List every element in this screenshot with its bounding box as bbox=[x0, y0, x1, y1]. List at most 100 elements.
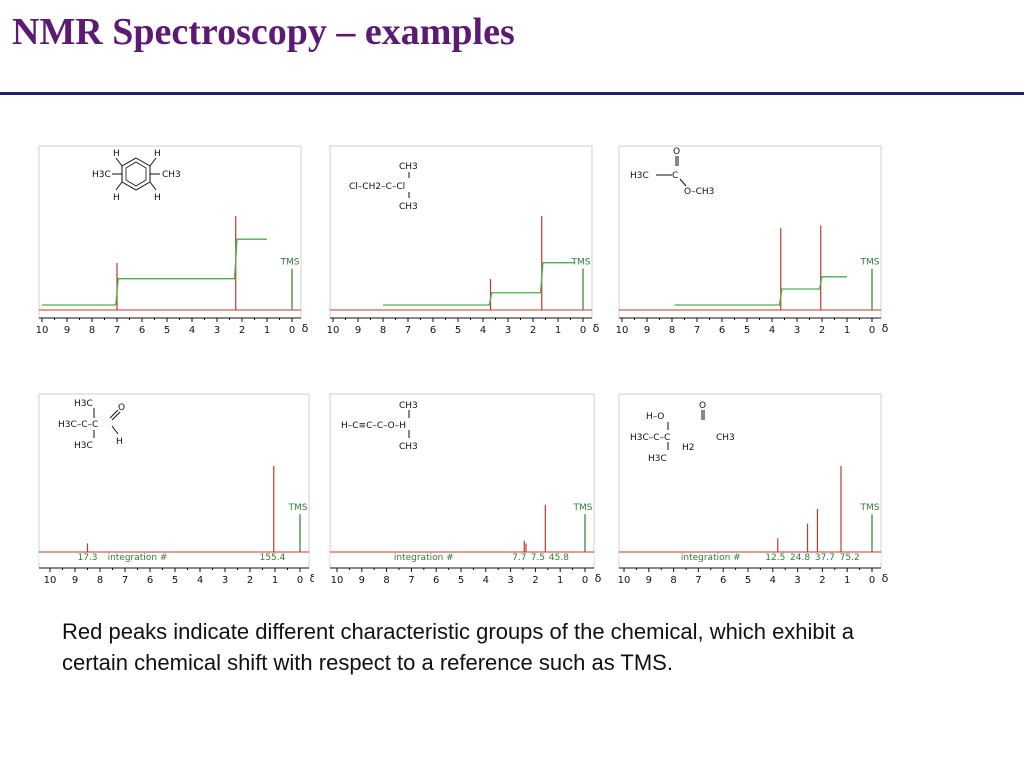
spectrum-panel-6: H–O O H3C–C–C CH3 H2 H3C 10 9 8 7 6 5 4 3 2 1 0 δ TM… bbox=[616, 388, 894, 593]
tms-label: TMS bbox=[573, 503, 593, 513]
integration-value: 155.4 bbox=[260, 553, 286, 563]
molecule-structure: H3C O H3C–C–C H3C H bbox=[58, 399, 125, 451]
x-tick-label: 2 bbox=[530, 325, 536, 336]
x-tick-label: 3 bbox=[794, 575, 800, 586]
mol-label: H2 bbox=[682, 443, 695, 453]
x-tick-label: 7 bbox=[408, 575, 414, 586]
mol-label: O bbox=[673, 147, 680, 157]
x-tick-label: 1 bbox=[844, 575, 850, 586]
x-tick-label: 1 bbox=[557, 575, 563, 586]
x-tick-label: 4 bbox=[483, 575, 489, 586]
x-tick-label: 0 bbox=[297, 575, 303, 586]
tms-label: TMS bbox=[288, 503, 308, 513]
x-tick-label: 0 bbox=[582, 575, 588, 586]
nmr-spectrum-6: H–O O H3C–C–C CH3 H2 H3C 10 9 8 7 6 5 4 3 2 1 0 δTM… bbox=[618, 393, 889, 586]
integration-value: 75.2 bbox=[840, 553, 860, 563]
mol-label: H bbox=[113, 149, 120, 159]
x-tick-label: 2 bbox=[819, 325, 825, 336]
x-tick-label: 8 bbox=[383, 575, 389, 586]
x-tick-label: 0 bbox=[289, 325, 295, 336]
x-tick-label: 10 bbox=[36, 325, 48, 336]
x-tick-label: 0 bbox=[580, 325, 586, 336]
x-tick-label: 8 bbox=[89, 325, 95, 336]
x-tick-label: 7 bbox=[122, 575, 128, 586]
title-divider bbox=[0, 92, 1024, 95]
x-tick-label: 9 bbox=[64, 325, 70, 336]
integration-value: 37.7 bbox=[815, 553, 835, 563]
nmr-spectrum-5: CH3 H–C≡C–C–O–H CH3 10 9 8 7 6 5 4 3 2 1 0 δTMSinte… bbox=[329, 393, 602, 586]
mol-label: H3C bbox=[74, 441, 93, 451]
tms-label: TMS bbox=[280, 258, 300, 268]
x-tick-label: 3 bbox=[214, 325, 220, 336]
integration-label: integration # bbox=[681, 553, 741, 563]
mol-label: Cl–CH2–C–Cl bbox=[349, 182, 405, 192]
mol-label: H3C–C–C bbox=[630, 433, 670, 443]
molecule-structure: CH3 Cl–CH2–C–Cl CH3 bbox=[349, 162, 418, 212]
molecule-structure: CH3 H–C≡C–C–O–H CH3 bbox=[341, 401, 418, 452]
spectrum-panel-1: H H H3C CH3 H H 10 9 8 7 6 5 4 3 2 1 0 δ TMS bbox=[36, 138, 314, 348]
integration-value: 7.5 bbox=[531, 553, 545, 563]
spectrum-panel-3: O H3C C O–CH3 10 9 8 7 6 5 4 3 2 1 0 δ TMS bbox=[616, 138, 894, 348]
molecule-structure: H H H3C CH3 H H bbox=[92, 149, 181, 203]
delta-symbol: δ bbox=[593, 322, 600, 335]
nmr-spectrum-4: H3C O H3C–C–C H3C H 10 9 8 7 6 5 4 3 2 1 0 δTMSinte… bbox=[38, 393, 317, 586]
x-tick-label: 1 bbox=[264, 325, 270, 336]
x-tick-label: 9 bbox=[72, 575, 78, 586]
mol-label: CH3 bbox=[162, 170, 181, 180]
x-tick-label: 10 bbox=[616, 325, 628, 336]
x-tick-label: 10 bbox=[331, 575, 344, 586]
x-tick-label: 1 bbox=[272, 575, 278, 586]
x-tick-label: 1 bbox=[555, 325, 561, 336]
x-tick-label: 3 bbox=[222, 575, 228, 586]
tms-label: TMS bbox=[571, 258, 591, 268]
x-tick-label: 9 bbox=[646, 575, 652, 586]
spectrum-panel-4: H3C O H3C–C–C H3C H 10 9 8 7 6 5 4 3 2 1 0 δ TMS inte… bbox=[36, 388, 317, 593]
spectrum-panel-2: CH3 Cl–CH2–C–Cl CH3 10 9 8 7 6 5 4 3 2 1 0 δ TMS bbox=[327, 138, 605, 348]
delta-symbol: δ bbox=[310, 572, 314, 585]
delta-symbol: δ bbox=[882, 322, 889, 335]
mol-label: CH3 bbox=[399, 202, 418, 212]
mol-label: CH3 bbox=[716, 433, 735, 443]
integration-value: 17.3 bbox=[77, 553, 97, 563]
x-tick-label: 0 bbox=[869, 575, 875, 586]
x-tick-label: 6 bbox=[430, 325, 436, 336]
integration-band bbox=[619, 553, 881, 562]
x-tick-label: 2 bbox=[247, 575, 253, 586]
x-tick-label: 9 bbox=[355, 325, 361, 336]
x-tick-label: 3 bbox=[794, 325, 800, 336]
x-tick-label: 5 bbox=[164, 325, 170, 336]
molecule-structure: O H3C C O–CH3 bbox=[630, 147, 714, 197]
x-tick-label: 2 bbox=[532, 575, 538, 586]
x-tick-label: 10 bbox=[327, 325, 339, 336]
x-tick-label: 6 bbox=[147, 575, 153, 586]
mol-label: H–C≡C–C–O–H bbox=[341, 421, 406, 431]
mol-label: CH3 bbox=[399, 401, 418, 411]
x-tick-label: 5 bbox=[744, 325, 750, 336]
mol-label: H–O bbox=[646, 412, 664, 422]
integration-value: 12.5 bbox=[765, 553, 785, 563]
x-tick-label: 2 bbox=[239, 325, 245, 336]
x-tick-label: 7 bbox=[405, 325, 411, 336]
x-tick-label: 5 bbox=[458, 575, 464, 586]
x-tick-label: 4 bbox=[770, 575, 776, 586]
plot-frame bbox=[329, 145, 593, 319]
mol-label: O–CH3 bbox=[684, 187, 714, 197]
x-tick-label: 5 bbox=[172, 575, 178, 586]
mol-label: O bbox=[699, 401, 706, 411]
x-tick-label: 7 bbox=[695, 575, 701, 586]
x-tick-label: 5 bbox=[455, 325, 461, 336]
tms-label: TMS bbox=[860, 503, 880, 513]
x-tick-label: 9 bbox=[644, 325, 650, 336]
x-tick-label: 5 bbox=[745, 575, 751, 586]
mol-label: H3C bbox=[74, 399, 93, 409]
mol-label: CH3 bbox=[399, 442, 418, 452]
x-tick-label: 3 bbox=[507, 575, 513, 586]
mol-label: H bbox=[154, 149, 161, 159]
x-tick-label: 8 bbox=[380, 325, 386, 336]
integration-value: 7.7 bbox=[512, 553, 526, 563]
integration-curve bbox=[42, 238, 267, 306]
tms-label: TMS bbox=[860, 258, 880, 268]
x-tick-label: 8 bbox=[670, 575, 676, 586]
mol-label: H3C–C–C bbox=[58, 420, 98, 430]
